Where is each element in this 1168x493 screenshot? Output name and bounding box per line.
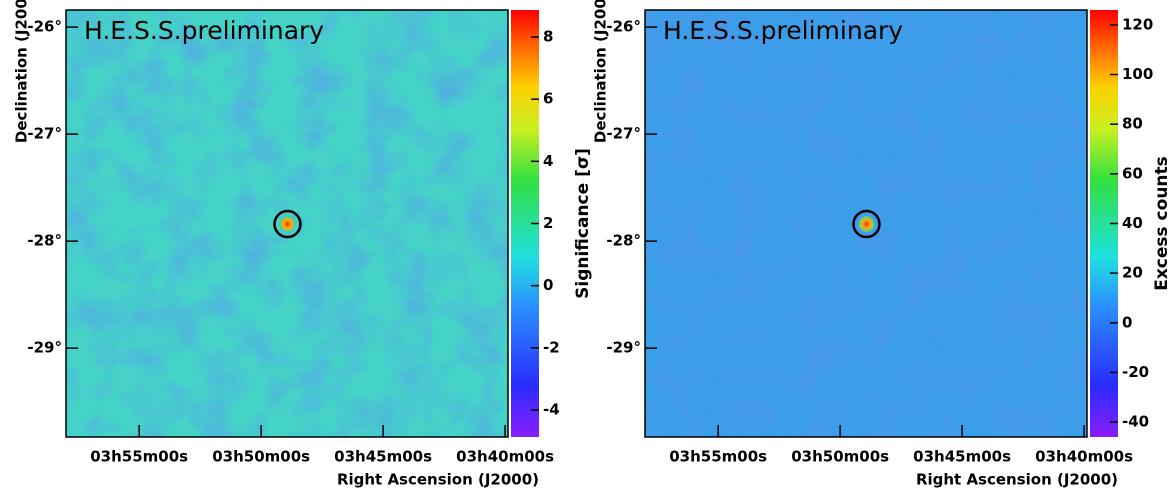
x-axis-label: Right Ascension (J2000) [337,471,539,489]
y-tick-label: -29° [606,339,641,357]
y-tick-label: -28° [27,232,62,250]
colorbar-label: Significance [σ] [573,148,593,299]
colorbar-tick-label: 20 [1122,264,1143,282]
x-tick-label: 03h45m00s [334,448,432,466]
colorbar-tick-label: 60 [1122,164,1143,182]
plot-frame [644,9,1088,438]
colorbar-tick-label: 80 [1122,115,1143,133]
x-tick-label: 03h55m00s [90,448,188,466]
colorbar-tick-label: 8 [543,28,553,46]
x-tick-label: 03h55m00s [669,448,767,466]
x-tick-label: 03h40m00s [1035,448,1133,466]
y-tick-label: -28° [606,232,641,250]
source-marker [858,216,875,233]
colorbar-tick-label: -4 [543,400,560,418]
y-tick-label: -27° [606,125,641,143]
colorbar-tick-label: -20 [1122,363,1149,381]
annotation: H.E.S.S.preliminary [84,16,324,45]
colorbar-tick-label: 0 [1122,313,1132,331]
y-axis-label: Declination (J2000) [13,0,31,143]
y-tick-label: -29° [27,339,62,357]
colorbar-tick-label: -40 [1122,413,1149,431]
x-tick-label: 03h40m00s [456,448,554,466]
colorbar-label: Excess counts [1152,156,1168,291]
source-ring [273,209,302,239]
x-tick-label: 03h50m00s [212,448,310,466]
source-ring [852,209,881,239]
x-tick-label: 03h45m00s [913,448,1011,466]
annotation: H.E.S.S.preliminary [663,16,903,45]
y-tick-label: -27° [27,125,62,143]
colorbar-tick-label: 2 [543,214,553,232]
x-axis-label: Right Ascension (J2000) [916,471,1118,489]
y-tick-label: -26° [606,18,641,36]
colorbar-tick-label: 40 [1122,214,1143,232]
y-tick-label: -26° [27,18,62,36]
x-tick-label: 03h50m00s [791,448,889,466]
colorbar-tick-label: 0 [543,276,553,294]
y-axis-label: Declination (J2000) [592,0,610,143]
colorbar-tick-label: -2 [543,338,560,356]
colorbar-tick-label: 120 [1122,15,1153,33]
colorbar-tick-label: 4 [543,152,553,170]
colorbar-tick-label: 6 [543,90,553,108]
colorbar-tick-label: 100 [1122,65,1153,83]
source-marker [279,216,296,233]
plot-frame [65,9,509,438]
